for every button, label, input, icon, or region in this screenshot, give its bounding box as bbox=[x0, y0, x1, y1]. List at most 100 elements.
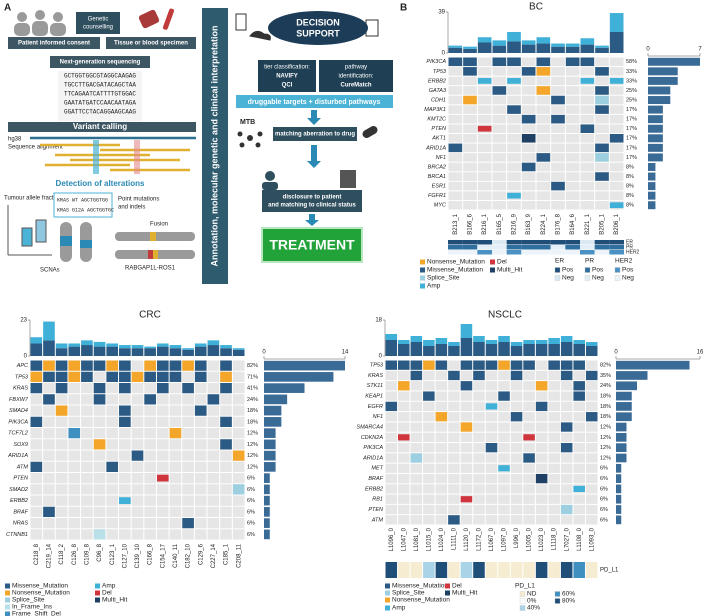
cell-background bbox=[169, 484, 182, 495]
cell-background bbox=[492, 181, 507, 191]
alteration bbox=[536, 153, 551, 162]
kras-mut: KRAS G12A AGCTGGTGC bbox=[57, 207, 114, 213]
cell-background bbox=[144, 529, 156, 540]
cell-background bbox=[492, 134, 507, 143]
cell-background bbox=[194, 484, 207, 495]
cell-background bbox=[473, 401, 485, 412]
cell-background bbox=[609, 105, 624, 114]
legend-swatch bbox=[5, 590, 10, 596]
pd-l1-cell bbox=[560, 562, 573, 578]
gene-pct: 8% bbox=[626, 184, 634, 190]
legend-swatch bbox=[5, 597, 10, 603]
gene-count-bar bbox=[648, 162, 656, 171]
gene-pct: 12% bbox=[247, 453, 258, 459]
patient-icon bbox=[262, 170, 356, 190]
cell-background bbox=[595, 76, 609, 86]
cell-background bbox=[507, 200, 521, 210]
sample-bar bbox=[463, 48, 477, 53]
cell-background bbox=[144, 473, 156, 484]
sample-bar bbox=[595, 47, 609, 53]
gene-pct: 17% bbox=[626, 126, 637, 132]
cell-background bbox=[423, 412, 435, 422]
alteration bbox=[473, 370, 485, 381]
cell-background bbox=[485, 432, 498, 442]
cell-background bbox=[585, 494, 598, 504]
alteration bbox=[609, 202, 624, 209]
cell-background bbox=[573, 370, 585, 381]
cell-background bbox=[81, 484, 93, 495]
cell-background bbox=[473, 422, 485, 432]
cell-background bbox=[551, 76, 565, 86]
cell-background bbox=[119, 518, 131, 529]
cell-background bbox=[448, 172, 463, 181]
alteration bbox=[492, 86, 507, 95]
cell-background bbox=[560, 484, 573, 494]
sample-bar bbox=[398, 344, 410, 356]
cell-background bbox=[448, 494, 460, 504]
cell-background bbox=[473, 473, 485, 484]
alteration bbox=[477, 78, 492, 84]
pd-l1-label: PD_L1 bbox=[600, 568, 619, 574]
cell-background bbox=[498, 401, 510, 412]
cell-background bbox=[585, 443, 598, 453]
cell-background bbox=[131, 383, 144, 394]
cell-background bbox=[68, 416, 81, 427]
cell-background bbox=[535, 370, 548, 381]
cell-background bbox=[460, 515, 473, 525]
alteration bbox=[43, 506, 55, 517]
pd-l1-legend-title: PD_L1 bbox=[515, 583, 535, 590]
gene-count-bar bbox=[264, 507, 270, 517]
cell-background bbox=[410, 391, 423, 401]
legend-swatch bbox=[95, 590, 100, 596]
alteration bbox=[463, 67, 477, 76]
specimen-text: Tissue or blood specimen bbox=[114, 41, 188, 47]
decision-text: DECISION bbox=[296, 17, 340, 27]
cell-background bbox=[232, 473, 245, 484]
gene-label: NF1 bbox=[436, 155, 446, 161]
cell-background bbox=[43, 473, 55, 484]
cell-background bbox=[220, 473, 232, 484]
cell-background bbox=[507, 134, 521, 143]
cell-background bbox=[565, 200, 580, 210]
panel-title: CRC bbox=[139, 310, 161, 321]
alteration bbox=[156, 383, 169, 394]
cell-background bbox=[435, 515, 448, 525]
annotation-label: ER bbox=[626, 240, 633, 246]
alteration bbox=[460, 381, 473, 391]
cell-background bbox=[580, 162, 595, 172]
cell-background bbox=[580, 143, 595, 153]
pathway-text: CureMatch bbox=[340, 83, 371, 89]
gene-pct: 12% bbox=[600, 435, 611, 441]
counselling-text: counselling bbox=[83, 25, 113, 31]
cell-background bbox=[565, 114, 580, 124]
cell-background bbox=[220, 405, 232, 416]
cell-background bbox=[81, 439, 93, 450]
alteration bbox=[536, 67, 551, 76]
annotation-cell bbox=[521, 245, 536, 250]
cell-background bbox=[460, 463, 473, 473]
gene-count-bar bbox=[648, 57, 700, 66]
cell-background bbox=[477, 57, 492, 67]
cell-background bbox=[448, 67, 463, 76]
cell-background bbox=[573, 463, 585, 473]
cell-background bbox=[523, 504, 535, 515]
alteration bbox=[410, 453, 423, 463]
alteration bbox=[595, 143, 609, 153]
legend-label: Multi_Hit bbox=[452, 590, 477, 597]
gene-count-bar bbox=[264, 360, 345, 371]
sample-bar bbox=[448, 45, 463, 48]
annotation-label: PR bbox=[626, 245, 633, 251]
pd-l1-cell bbox=[435, 562, 448, 578]
cell-background bbox=[492, 95, 507, 105]
cell-background bbox=[435, 463, 448, 473]
gene-label: PTEN bbox=[13, 476, 28, 482]
cell-background bbox=[536, 172, 551, 181]
gene-count-bar bbox=[264, 372, 334, 382]
cell-background bbox=[551, 153, 565, 162]
cell-background bbox=[565, 105, 580, 114]
cell-background bbox=[398, 504, 410, 515]
gene-label: STK11 bbox=[367, 383, 383, 389]
cell-background bbox=[585, 422, 598, 432]
annotation-cell bbox=[448, 250, 463, 255]
alteration bbox=[448, 515, 460, 525]
